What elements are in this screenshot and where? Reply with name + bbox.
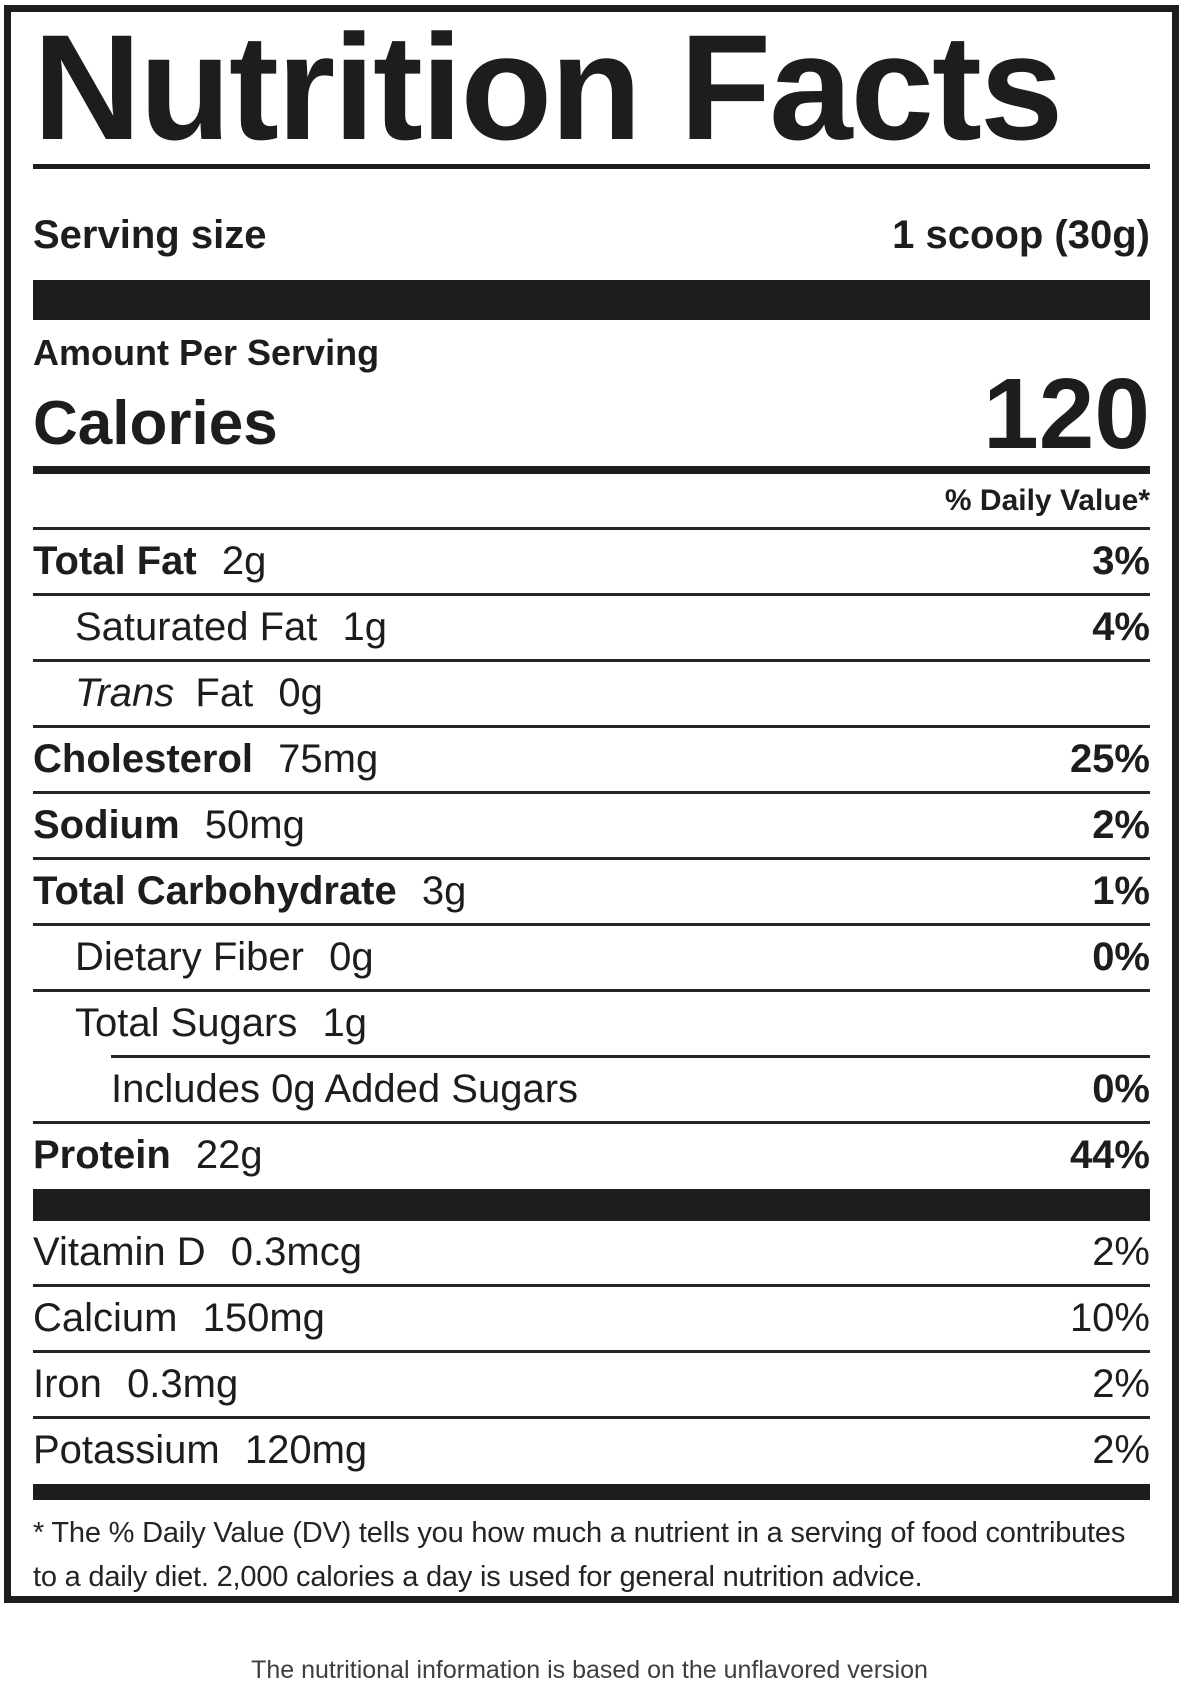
nutrition-facts-label: Nutrition Facts Serving size 1 scoop (30… (4, 5, 1179, 1603)
nutrient-name-amount: Potassium 120mg (33, 1427, 367, 1473)
micronutrient-row-vitamin-d: Vitamin D 0.3mcg 2% (33, 1221, 1150, 1287)
nutrient-name-amount: Protein 22g (33, 1132, 263, 1178)
serving-size-row: Serving size 1 scoop (30g) (33, 213, 1150, 258)
nutrient-name: Cholesterol (33, 737, 254, 781)
nutrient-name-amount: Trans Fat 0g (75, 670, 323, 716)
nutrient-amount: 1g (322, 1001, 367, 1045)
nutrient-name: Total Fat (33, 539, 197, 583)
nutrient-amount: 150mg (202, 1296, 325, 1340)
nutrient-dv: 2% (1092, 1230, 1150, 1274)
nutrient-name-amount: Total Carbohydrate 3g (33, 868, 466, 914)
nutrient-dv: 0% (1092, 1067, 1150, 1111)
nutrient-row-added-sugars: Includes 0g Added Sugars 0% (33, 1058, 1150, 1124)
nutrient-amount: 0g (329, 935, 374, 979)
calories-value: 120 (983, 358, 1150, 470)
nutrient-row-total-fat: Total Fat 2g 3% (33, 530, 1150, 596)
nutrient-name: Protein (33, 1133, 171, 1177)
micronutrient-row-iron: Iron 0.3mg 2% (33, 1353, 1150, 1419)
nutrient-name: Calcium (33, 1296, 178, 1340)
nutrient-name-amount: Calcium 150mg (33, 1295, 325, 1341)
nutrient-name-amount: Saturated Fat 1g (75, 604, 387, 650)
daily-value-header: % Daily Value* (33, 474, 1150, 530)
nutrient-amount: 3g (421, 869, 467, 913)
nutrient-amount: 22g (195, 1133, 263, 1177)
nutrient-row-protein: Protein 22g 44% (33, 1124, 1150, 1187)
nutrient-amount: 120mg (244, 1428, 368, 1472)
nutrient-name: Saturated Fat (75, 605, 318, 649)
nutrient-name: Includes 0g Added Sugars (111, 1067, 579, 1111)
nutrient-dv: 44% (1069, 1133, 1150, 1177)
nutrient-amount: 0.3mcg (230, 1230, 362, 1274)
nutrient-dv: 2% (1092, 1428, 1150, 1472)
nutrient-dv: 3% (1092, 539, 1150, 583)
nutrient-amount: 2g (221, 539, 267, 583)
nutrient-name-amount: Iron 0.3mg (33, 1361, 238, 1407)
nutrient-dv: 2% (1092, 803, 1150, 847)
label-title: Nutrition Facts (33, 5, 1063, 171)
nutrient-row-saturated-fat: Saturated Fat 1g 4% (33, 596, 1150, 662)
nutrient-dv: 1% (1092, 869, 1150, 913)
daily-value-footnote: * The % Daily Value (DV) tells you how m… (33, 1517, 1126, 1593)
nutrient-name: Fat (195, 671, 254, 715)
divider-bar-middle (33, 1189, 1150, 1221)
serving-size-label: Serving size (33, 213, 267, 257)
nutrient-name-amount: Total Fat 2g (33, 538, 266, 584)
nutrient-row-dietary-fiber: Dietary Fiber 0g 0% (33, 926, 1150, 992)
nutrient-amount: 0g (278, 671, 323, 715)
nutrient-name-italic: Trans (75, 671, 175, 715)
nutrient-name: Dietary Fiber (75, 935, 304, 979)
nutrient-dv: 10% (1069, 1296, 1150, 1340)
nutrient-name-amount: Cholesterol 75mg (33, 736, 378, 782)
nutrient-amount: 50mg (204, 803, 305, 847)
nutrient-row-total-sugars: Total Sugars 1g (33, 992, 1150, 1055)
nutrient-name-amount: Total Sugars 1g (75, 1000, 367, 1046)
nutrient-name-amount: Dietary Fiber 0g (75, 934, 374, 980)
nutrient-dv: 2% (1092, 1362, 1150, 1406)
nutrient-name: Potassium (33, 1428, 220, 1472)
nutrient-name-amount: Vitamin D 0.3mcg (33, 1229, 362, 1275)
nutrient-row-sodium: Sodium 50mg 2% (33, 794, 1150, 860)
nutrient-name: Sodium (33, 803, 180, 847)
serving-size-value: 1 scoop (30g) (892, 213, 1150, 257)
nutrient-dv: 0% (1092, 935, 1150, 979)
nutrient-name: Total Carbohydrate (33, 869, 397, 913)
amount-per-serving-label: Amount Per Serving (33, 332, 380, 373)
divider-bar-top (33, 280, 1150, 320)
nutrient-row-total-carbohydrate: Total Carbohydrate 3g 1% (33, 860, 1150, 926)
nutrient-amount: 1g (342, 605, 388, 649)
title-rule (33, 164, 1150, 169)
nutrient-name-amount: Sodium 50mg (33, 802, 305, 848)
nutrient-dv: 25% (1069, 737, 1150, 781)
divider-bar-bottom (33, 1484, 1150, 1500)
unflavored-version-caption: The nutritional information is based on … (251, 1656, 928, 1684)
nutrient-row-trans-fat: Trans Fat 0g (33, 662, 1150, 728)
nutrient-name: Vitamin D (33, 1230, 206, 1274)
micronutrient-row-potassium: Potassium 120mg 2% (33, 1419, 1150, 1482)
micronutrient-row-calcium: Calcium 150mg 10% (33, 1287, 1150, 1353)
added-sugars-indented-rule (111, 1055, 1150, 1058)
nutrient-amount: 0.3mg (127, 1362, 239, 1406)
nutrient-dv: 4% (1092, 605, 1150, 649)
calories-rule (33, 466, 1150, 474)
nutrient-name: Total Sugars (75, 1001, 298, 1045)
nutrient-name: Iron (33, 1362, 102, 1406)
calories-row: Calories 120 (33, 358, 1150, 470)
nutrient-row-cholesterol: Cholesterol 75mg 25% (33, 728, 1150, 794)
calories-label: Calories (33, 388, 278, 458)
nutrient-amount: 75mg (278, 737, 379, 781)
